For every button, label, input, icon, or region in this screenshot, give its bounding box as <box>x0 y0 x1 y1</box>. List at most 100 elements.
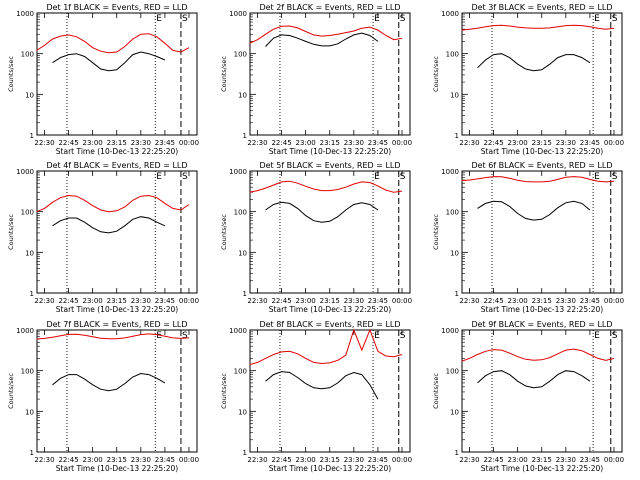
x-tick-label: 22:45 <box>58 139 78 147</box>
detector-panel: Det 4f BLACK = Events, RED = LLD 1 10 100 10… <box>7 161 199 314</box>
detector-panel: Det 9f BLACK = Events, RED = LLD 1 10 100 10… <box>432 320 624 473</box>
marker-s-label: S <box>182 14 188 24</box>
lld-series-line <box>36 194 190 213</box>
y-tick-label: 1 <box>30 290 34 298</box>
y-axis-label: Counts/sec <box>7 373 15 409</box>
lld-series-line <box>36 333 190 340</box>
x-tick-label: 23:15 <box>532 139 552 147</box>
detector-panel: Det 6f BLACK = Events, RED = LLD 1 10 100 10… <box>432 161 624 314</box>
y-axis-label: Counts/sec <box>220 56 228 92</box>
x-tick-label: 00:00 <box>604 139 624 147</box>
x-tick-label: 23:15 <box>107 297 127 305</box>
y-tick-label: 1 <box>455 290 459 298</box>
x-tick-label: 23:00 <box>83 139 103 147</box>
y-tick-label: 1 <box>243 290 247 298</box>
axes-frame <box>461 329 623 453</box>
detector-panel: Det 1f BLACK = Events, RED = LLD 1 10 100 10… <box>7 3 199 156</box>
y-axis-label: Counts/sec <box>432 214 440 250</box>
detector-panel: Det 2f BLACK = Events, RED = LLD 1 10 100 10… <box>220 3 412 156</box>
x-tick-label: 22:30 <box>34 297 54 305</box>
axes-frame <box>36 12 198 136</box>
y-tick-label: 10 <box>238 408 247 416</box>
y-tick-label: 100 <box>234 51 247 59</box>
x-tick-label: 23:30 <box>131 456 151 464</box>
x-tick-label: 00:00 <box>604 456 624 464</box>
lld-series-line <box>461 176 615 183</box>
marker-s-label: S <box>182 172 188 182</box>
events-series-line <box>477 200 591 221</box>
x-tick-label: 23:15 <box>532 456 552 464</box>
x-tick-label: 23:15 <box>320 456 340 464</box>
panel-title: Det 1f BLACK = Events, RED = LLD <box>46 3 187 12</box>
y-tick-label: 1 <box>455 132 459 140</box>
x-tick-label: 23:30 <box>556 456 576 464</box>
lld-series-line <box>249 25 403 44</box>
x-tick-label: 23:30 <box>556 139 576 147</box>
x-tick-label: 22:30 <box>459 139 479 147</box>
panel-title: Det 4f BLACK = Events, RED = LLD <box>46 161 187 170</box>
x-tick-label: 23:00 <box>296 297 316 305</box>
y-tick-label: 10 <box>450 408 459 416</box>
y-tick-label: 1000 <box>441 168 459 176</box>
events-series-line <box>52 51 166 72</box>
lld-series-line <box>461 348 615 362</box>
events-series-line <box>477 370 591 389</box>
y-tick-label: 1000 <box>16 168 34 176</box>
y-tick-label: 100 <box>21 368 34 376</box>
events-series-line <box>265 371 379 400</box>
x-tick-label: 23:30 <box>344 297 364 305</box>
marker-e-label: E <box>594 14 600 24</box>
x-tick-label: 23:30 <box>344 456 364 464</box>
x-tick-label: 23:00 <box>508 139 528 147</box>
marker-s-label: S <box>400 172 406 182</box>
x-tick-label: 23:00 <box>83 456 103 464</box>
x-tick-label: 23:15 <box>532 297 552 305</box>
detector-panel: Det 3f BLACK = Events, RED = LLD 1 10 100 10… <box>432 3 624 156</box>
x-tick-label: 23:30 <box>344 139 364 147</box>
x-tick-label: 23:45 <box>155 297 175 305</box>
x-tick-label: 23:45 <box>580 297 600 305</box>
x-tick-label: 23:45 <box>580 456 600 464</box>
axes-frame <box>249 12 411 136</box>
y-tick-label: 1 <box>243 132 247 140</box>
y-tick-label: 100 <box>446 368 459 376</box>
y-tick-label: 10 <box>450 249 459 257</box>
x-tick-label: 23:30 <box>131 139 151 147</box>
events-series-line <box>52 216 166 234</box>
y-axis-label: Counts/sec <box>220 214 228 250</box>
y-tick-label: 1000 <box>229 168 247 176</box>
marker-e-label: E <box>594 172 600 182</box>
marker-e-label: E <box>156 14 162 24</box>
y-tick-label: 1000 <box>441 327 459 335</box>
events-series-line <box>265 201 379 223</box>
x-tick-label: 22:30 <box>34 139 54 147</box>
marker-s-label: S <box>400 14 406 24</box>
x-tick-label: 00:00 <box>179 456 199 464</box>
x-axis-label: Start Time (10-Dec-13 22:25:20) <box>269 305 391 314</box>
marker-s-label: S <box>612 331 618 341</box>
panel-title: Det 7f BLACK = Events, RED = LLD <box>46 320 187 329</box>
y-tick-label: 10 <box>238 91 247 99</box>
x-tick-label: 23:30 <box>556 297 576 305</box>
y-axis-label: Counts/sec <box>432 56 440 92</box>
x-tick-label: 22:30 <box>247 139 267 147</box>
panel-title: Det 3f BLACK = Events, RED = LLD <box>471 3 612 12</box>
y-tick-label: 1 <box>455 449 459 457</box>
x-tick-label: 22:30 <box>34 456 54 464</box>
x-tick-label: 22:45 <box>271 456 291 464</box>
y-axis-label: Counts/sec <box>220 373 228 409</box>
panel-title: Det 6f BLACK = Events, RED = LLD <box>471 161 612 170</box>
x-axis-label: Start Time (10-Dec-13 22:25:20) <box>269 147 391 156</box>
x-tick-label: 23:15 <box>107 456 127 464</box>
x-axis-label: Start Time (10-Dec-13 22:25:20) <box>481 147 603 156</box>
panel-title: Det 8f BLACK = Events, RED = LLD <box>259 320 400 329</box>
axes-frame <box>249 329 411 453</box>
x-tick-label: 23:00 <box>508 456 528 464</box>
y-tick-label: 10 <box>25 249 34 257</box>
x-tick-label: 23:45 <box>155 139 175 147</box>
marker-e-label: E <box>374 331 380 341</box>
lld-series-line <box>249 328 403 366</box>
axes-frame <box>36 329 198 453</box>
x-tick-label: 23:00 <box>508 297 528 305</box>
detector-panel: Det 5f BLACK = Events, RED = LLD 1 10 100 10… <box>220 161 412 314</box>
